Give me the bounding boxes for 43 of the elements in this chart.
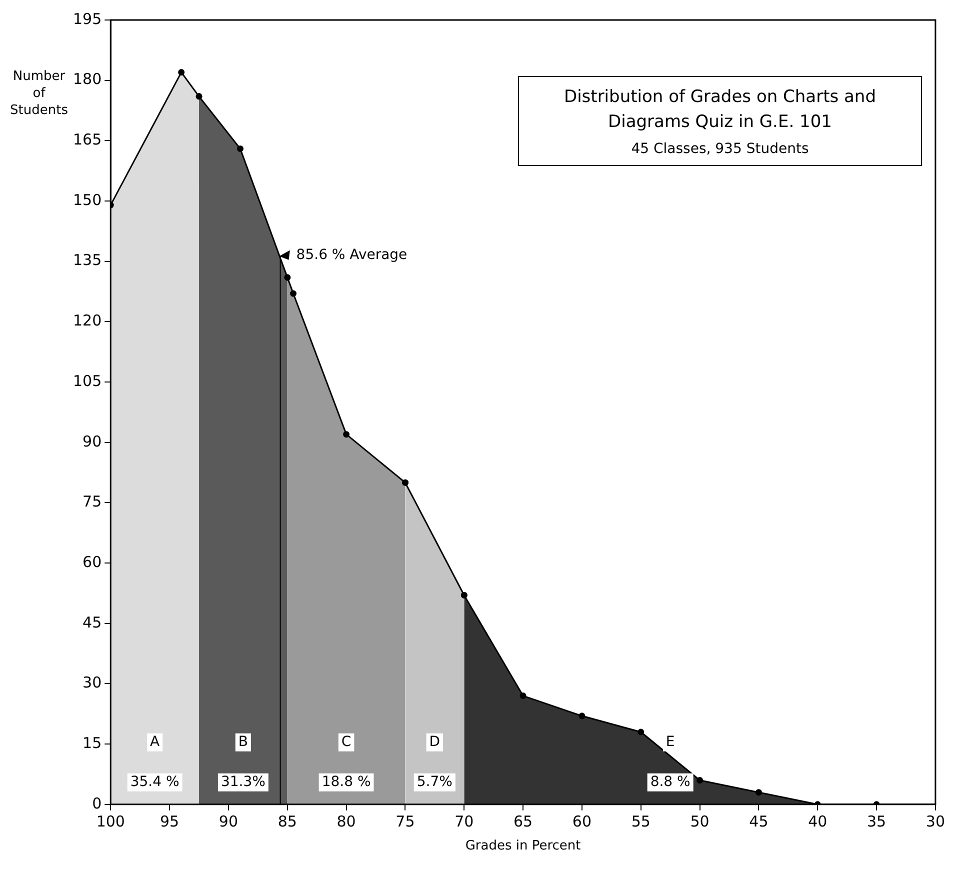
- x-tick-label: 90: [218, 812, 238, 830]
- annotation: 8.8 %: [650, 774, 690, 790]
- x-tick-label: 75: [396, 812, 415, 830]
- series-label: D: [429, 734, 440, 750]
- x-tick-label: 35: [866, 812, 886, 830]
- series-label: C: [341, 734, 352, 750]
- x-tick-label: 70: [454, 812, 474, 830]
- y-tick-label: 180: [72, 70, 102, 88]
- x-tick-label: 60: [572, 812, 592, 830]
- x-tick-label: 50: [690, 812, 710, 830]
- y-axis-title: Number of Students: [9, 68, 69, 119]
- series-label: B: [238, 734, 248, 750]
- x-tick-label: 80: [336, 812, 356, 830]
- y-tick-label: 150: [72, 190, 102, 209]
- y-tick-label: 90: [82, 432, 102, 450]
- x-tick-label: 40: [808, 812, 828, 830]
- y-tick-label: 120: [72, 312, 102, 330]
- x-tick-label: 65: [513, 812, 533, 830]
- annotation: 35.4 %: [130, 774, 180, 790]
- y-tick-label: 0: [92, 794, 102, 812]
- y-tick-label: 75: [82, 492, 102, 511]
- y-tick-label: 195: [72, 10, 102, 28]
- annotation: 5.7%: [416, 774, 452, 790]
- y-tick-label: 15: [82, 734, 102, 752]
- y-tick-label: 60: [82, 552, 102, 571]
- x-tick-label: 45: [749, 812, 768, 830]
- annotation: 18.8 %: [322, 774, 371, 790]
- x-tick-label: 55: [631, 812, 650, 830]
- y-tick-label: 135: [72, 251, 102, 270]
- series-label: E: [666, 734, 675, 750]
- ref-line-label: 85.6 % Average: [296, 246, 408, 263]
- x-tick-label: 100: [96, 812, 125, 830]
- y-tick-label: 30: [82, 674, 102, 692]
- x-tick-label: 85: [278, 812, 297, 830]
- title-box: Distribution of Grades on Charts and Diagrams Quiz in G.E. 101 45 Classes, 935 Students: [518, 76, 922, 166]
- y-tick-label: 105: [72, 372, 102, 390]
- annotation: 31.3%: [220, 774, 266, 790]
- series-label: A: [150, 734, 160, 750]
- x-tick-label: 95: [160, 812, 180, 830]
- x-axis-title: Grades in Percent: [465, 838, 581, 854]
- x-tick-label: 30: [926, 812, 946, 830]
- y-tick-label: 165: [72, 130, 102, 149]
- y-tick-label: 45: [82, 613, 102, 632]
